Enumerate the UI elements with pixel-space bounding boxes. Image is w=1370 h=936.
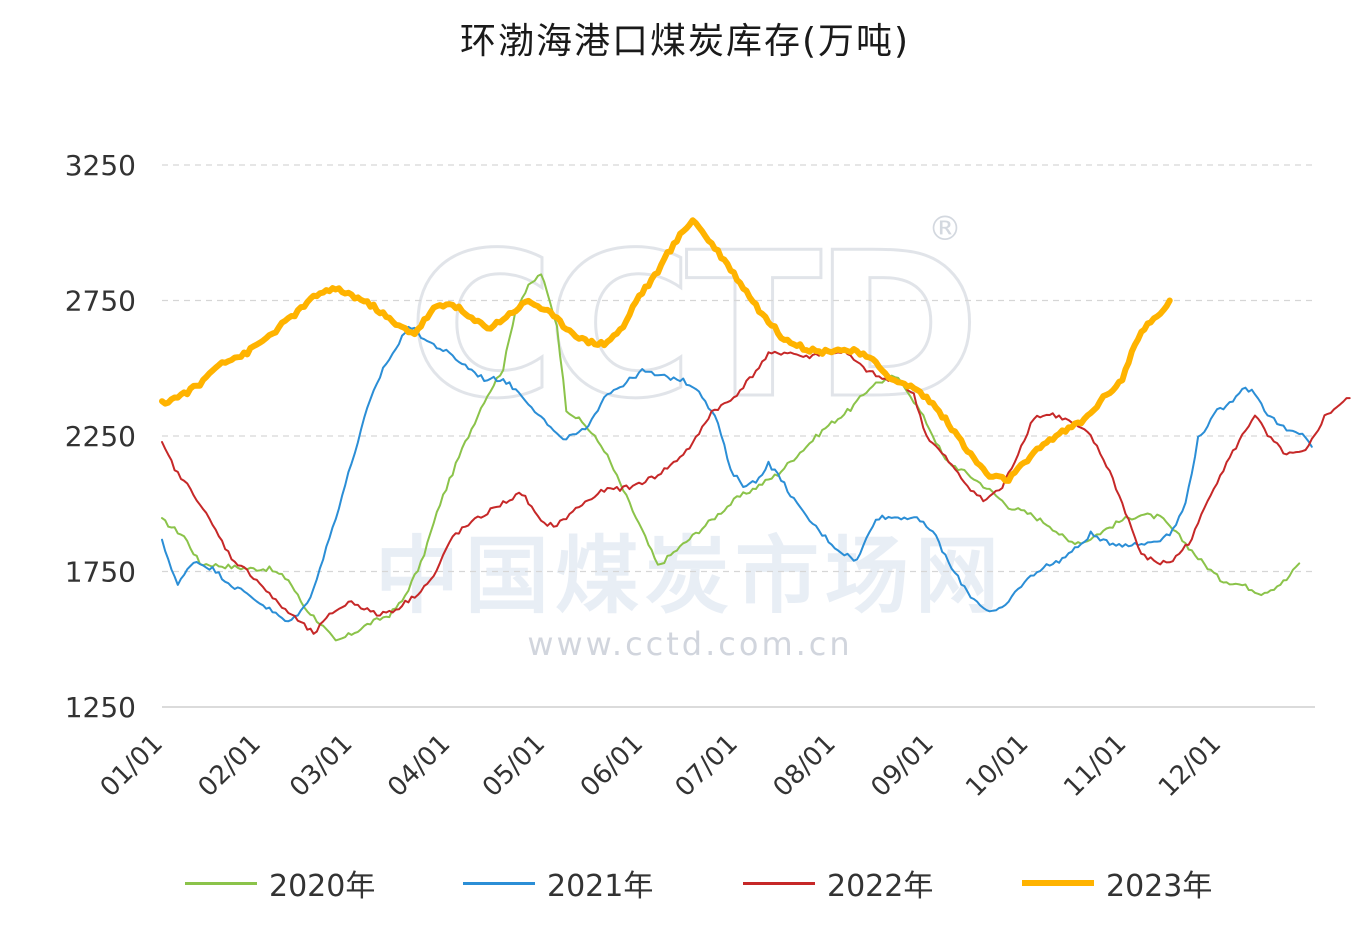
x-tick-label: 02/01: [193, 729, 267, 803]
watermark: CCTD ® 中国煤炭市场网 www.cctd.com.cn: [375, 209, 1005, 664]
y-axis-ticks: 1250 1750 2250 2750 3250: [65, 149, 136, 724]
legend-label: 2023年: [1106, 869, 1213, 904]
legend-item: 2020年: [185, 858, 375, 908]
legend-swatch: [185, 881, 257, 885]
legend-label: 2021年: [547, 869, 654, 904]
series-group: [159, 217, 1351, 642]
x-tick-label: 11/01: [1058, 729, 1132, 803]
x-axis-ticks: 01/01 02/01 03/01 04/01 05/01 06/01 07/01 08/01…: [95, 729, 1227, 803]
legend-swatch: [463, 881, 535, 885]
watermark-registered: ®: [928, 209, 962, 249]
x-tick-label: 01/01: [95, 729, 169, 803]
series-line-3: [161, 349, 1351, 635]
legend-swatch: [1022, 880, 1094, 886]
y-tick-label: 2750: [65, 285, 136, 318]
series-line-4: [159, 217, 1173, 484]
legend-swatch: [743, 881, 815, 885]
x-tick-label: 06/01: [575, 729, 649, 803]
legend-label: 2022年: [827, 869, 934, 904]
x-tick-label: 05/01: [477, 729, 551, 803]
series-line-2: [161, 325, 1313, 623]
x-tick-label: 12/01: [1153, 729, 1227, 803]
legend-item: 2023年: [1022, 858, 1212, 908]
x-tick-label: 08/01: [768, 729, 842, 803]
legend-label: 2020年: [269, 869, 376, 904]
x-tick-label: 10/01: [960, 729, 1034, 803]
watermark-name: 中国煤炭市场网: [375, 527, 1005, 625]
y-tick-label: 3250: [65, 149, 136, 182]
y-tick-label: 1250: [65, 691, 136, 724]
x-tick-label: 09/01: [866, 729, 940, 803]
y-tick-label: 2250: [65, 420, 136, 453]
x-tick-label: 04/01: [382, 729, 456, 803]
legend-item: 2022年: [743, 858, 933, 908]
y-tick-label: 1750: [65, 556, 136, 589]
x-tick-label: 07/01: [670, 729, 744, 803]
chart-title: 环渤海港口煤炭库存(万吨): [459, 21, 911, 62]
legend: 2020年 2021年 2022年 2023年: [0, 858, 1370, 908]
watermark-logo: CCTD: [408, 210, 972, 443]
watermark-url: www.cctd.com.cn: [527, 625, 852, 663]
x-tick-label: 03/01: [284, 729, 358, 803]
legend-item: 2021年: [463, 858, 653, 908]
series-line-1: [161, 273, 1301, 642]
